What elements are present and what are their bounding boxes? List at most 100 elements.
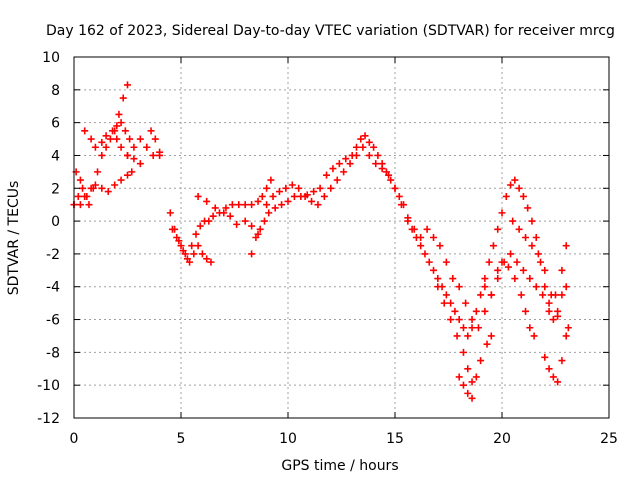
data-point xyxy=(517,291,525,299)
data-point xyxy=(290,192,298,200)
data-point xyxy=(143,143,151,151)
data-point xyxy=(468,394,476,402)
x-tick-labels: 0 5 10 15 20 25 xyxy=(70,431,618,447)
x-tick-label: 15 xyxy=(386,431,404,447)
data-point xyxy=(220,209,228,217)
data-point xyxy=(417,234,425,241)
data-point xyxy=(459,348,467,356)
data-point xyxy=(190,250,198,258)
series-12 xyxy=(481,258,538,340)
data-point xyxy=(186,258,194,266)
data-point xyxy=(275,188,283,196)
data-point xyxy=(365,151,373,159)
y-tick-labels: -12 -10 -8 -6 -4 -2 0 2 4 6 8 10 xyxy=(37,50,60,427)
series-8 xyxy=(248,132,570,340)
data-point xyxy=(532,283,540,291)
data-point xyxy=(352,143,360,151)
data-point xyxy=(464,332,472,340)
data-point xyxy=(310,188,318,196)
data-point xyxy=(558,266,566,274)
data-point xyxy=(530,332,538,340)
data-point xyxy=(509,217,517,225)
data-point xyxy=(440,299,448,307)
data-point xyxy=(241,217,249,225)
data-point xyxy=(119,94,127,102)
data-point xyxy=(124,151,131,159)
data-point xyxy=(254,197,262,205)
data-point xyxy=(554,312,562,320)
data-point xyxy=(502,192,510,200)
data-point xyxy=(85,201,93,209)
data-point xyxy=(387,176,395,184)
data-point xyxy=(564,324,572,332)
x-axis-label: GPS time / hours xyxy=(281,458,398,474)
data-point xyxy=(464,389,472,397)
x-tick-label: 0 xyxy=(70,431,79,447)
data-point xyxy=(203,255,211,263)
data-point xyxy=(81,127,89,135)
data-point xyxy=(241,201,249,209)
data-point xyxy=(126,135,134,143)
data-points xyxy=(70,81,572,402)
x-tick-label: 25 xyxy=(600,431,618,447)
data-point xyxy=(357,135,365,143)
data-point xyxy=(342,155,350,163)
data-point xyxy=(263,184,271,192)
data-point xyxy=(430,266,438,274)
series-14 xyxy=(541,324,572,386)
data-point xyxy=(423,225,431,233)
data-point xyxy=(372,160,380,168)
data-point xyxy=(248,250,256,258)
data-point xyxy=(147,127,155,135)
data-point xyxy=(481,283,489,291)
data-point xyxy=(477,357,485,365)
y-tick-label: -6 xyxy=(46,313,60,329)
data-point xyxy=(526,324,534,332)
data-point xyxy=(511,176,519,184)
data-point xyxy=(278,201,286,209)
data-point xyxy=(124,81,131,89)
y-tick-label: -8 xyxy=(46,345,60,361)
data-point xyxy=(211,204,219,212)
data-point xyxy=(464,365,472,373)
data-point xyxy=(524,204,532,212)
data-point xyxy=(198,250,206,258)
data-point xyxy=(205,217,213,225)
data-point xyxy=(519,192,527,200)
axis-ticks xyxy=(73,56,610,419)
data-point xyxy=(489,242,497,250)
data-point xyxy=(130,155,138,163)
data-point xyxy=(361,132,369,140)
data-point xyxy=(177,242,185,250)
data-point xyxy=(487,291,495,299)
data-point xyxy=(111,181,119,189)
data-point xyxy=(248,201,256,209)
data-point xyxy=(374,151,382,159)
data-point xyxy=(260,217,268,225)
data-point xyxy=(117,119,125,127)
data-point xyxy=(545,307,553,315)
data-point xyxy=(442,291,450,299)
data-point xyxy=(89,184,97,192)
data-point xyxy=(485,258,493,266)
data-point xyxy=(248,222,256,230)
data-point xyxy=(192,230,200,238)
data-point xyxy=(94,168,102,176)
data-point xyxy=(513,258,521,266)
data-point xyxy=(263,201,271,209)
series-10 xyxy=(434,283,495,386)
data-point xyxy=(449,275,457,283)
data-point xyxy=(149,151,157,159)
data-point xyxy=(519,266,527,274)
data-point xyxy=(472,307,480,315)
data-point xyxy=(459,381,467,389)
data-point xyxy=(98,138,106,146)
data-point xyxy=(130,143,138,151)
data-point xyxy=(494,275,502,283)
plot-frame xyxy=(73,56,610,419)
data-point xyxy=(468,378,476,386)
y-tick-label: 6 xyxy=(51,116,60,132)
data-point xyxy=(81,192,89,200)
data-point xyxy=(340,168,348,176)
data-point xyxy=(269,192,277,200)
